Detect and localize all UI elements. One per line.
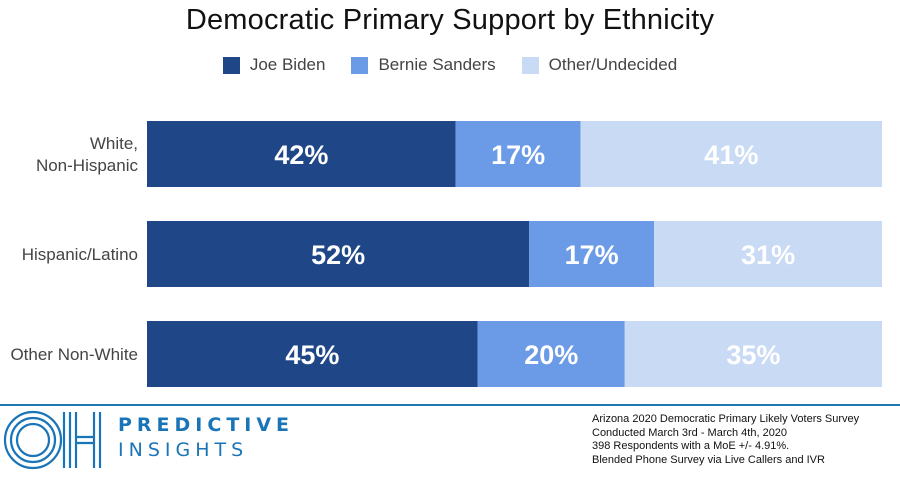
survey-note-title: Arizona 2020 Democratic Primary Likely V… [592,413,860,425]
legend-label-biden: Joe Biden [249,55,326,74]
survey-note-method: Blended Phone Survey via Live Callers an… [592,453,825,466]
category-label: Other Non-White [10,345,138,364]
legend-label-sanders: Bernie Sanders [378,55,496,74]
oh-logo-icon [3,410,102,470]
legend-swatch-other [521,56,539,74]
data-label-sanders: 17% [565,240,619,270]
footer: PREDICTIVE INSIGHTS Arizona 2020 Democra… [0,406,900,478]
survey-notes: Arizona 2020 Democratic Primary Likely V… [592,413,859,467]
stacked-bar-chart: White, Non-Hispanic 42% 17% 41% Hispanic/Lati… [10,121,882,387]
chart-title: Democratic Primary Support by Ethnicity [185,4,715,36]
data-label-other: 31% [741,240,795,270]
data-label-biden: 45% [285,340,339,370]
legend-item-other: Other/Undecided [521,55,678,75]
legend-swatch-sanders [351,56,369,74]
bar-segment-biden [147,121,456,187]
brand-line-insights: INSIGHTS [118,439,249,461]
bar-segment-other [624,321,882,387]
data-label-sanders: 20% [524,340,578,370]
bar-segment-sanders [477,321,625,387]
brand-name: PREDICTIVE INSIGHTS [118,416,294,460]
chart-legend: Joe Biden Bernie Sanders Other/Undecided [0,55,900,75]
legend-label-other: Other/Undecided [548,55,678,74]
bar-segment-other [580,121,882,187]
data-label-other: 41% [704,140,758,170]
bar-segment-biden [147,321,478,387]
data-label-biden: 52% [311,240,365,270]
brand-line-predictive: PREDICTIVE [118,414,295,436]
legend-item-biden: Joe Biden [222,55,326,75]
bar-segment-other [654,221,882,287]
legend-swatch-biden [222,56,240,74]
bar-segment-biden [147,221,530,287]
survey-note-dates: Conducted March 3rd - March 4th, 2020 [592,426,788,439]
bar-segment-sanders [529,221,655,287]
bar-segment-sanders [455,121,581,187]
data-label-biden: 42% [274,140,328,170]
legend-item-sanders: Bernie Sanders [351,55,496,75]
category-label: Hispanic/Latino [22,245,138,264]
survey-note-sample: 398 Respondents with a MoE +/- 4.91%. [592,440,790,452]
data-label-other: 35% [726,340,780,370]
category-label: White, Non-Hispanic [36,134,139,175]
footer-divider [0,404,900,406]
data-label-sanders: 17% [491,140,545,170]
